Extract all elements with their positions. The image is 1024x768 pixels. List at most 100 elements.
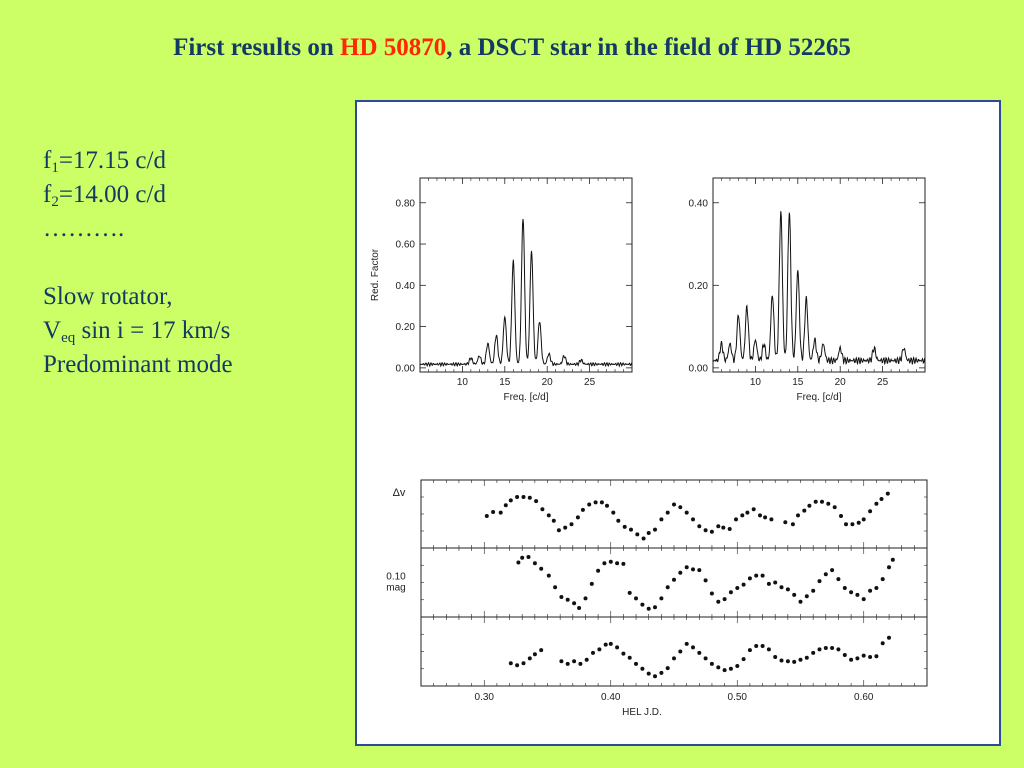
lightcurve-3-point: [855, 656, 860, 661]
lightcurve-1-point: [763, 515, 768, 520]
lightcurve-2-point: [596, 568, 601, 573]
lightcurve-1-point: [646, 531, 651, 535]
lightcurve-2-point: [583, 596, 588, 601]
lightcurve-1-point: [521, 495, 526, 499]
lightcurve-2-point: [766, 581, 771, 586]
lightcurve-2-point: [516, 560, 521, 565]
spectrum-right-ytick-label: 0.40: [689, 198, 709, 209]
lightcurve-3-point: [874, 654, 879, 659]
lightcurve-3-point: [603, 642, 608, 647]
lightcurve-3-point: [578, 661, 583, 666]
lightcurve-2-point: [887, 565, 891, 570]
lightcurve-3-point: [823, 646, 828, 650]
lightcurve-1-point: [796, 513, 800, 518]
lightcurve-2-point: [735, 586, 740, 590]
lightcurve-3-point: [684, 641, 689, 646]
lightcurve-2-point: [836, 577, 841, 582]
lightcurve-1-point: [769, 517, 774, 522]
lightcurve-1-frame: [420, 479, 928, 549]
lightcurve-2-point: [754, 573, 759, 578]
lightcurve-1-point: [727, 527, 732, 531]
lightcurve-2-point: [741, 582, 746, 587]
lightcurve-2-point: [627, 590, 632, 595]
lightcurve-1-point: [697, 524, 702, 529]
lightcurve-3-point: [849, 657, 854, 662]
lightcurve-1-point: [503, 503, 508, 508]
lightcurve-3-point: [817, 647, 822, 652]
lightcurve-1-point: [484, 514, 489, 518]
spectrum-left-ytick-label: 0.20: [396, 322, 416, 333]
lightcurve-2-ylabel-unit: mag: [386, 583, 405, 594]
lightcurve-1-point: [599, 500, 604, 505]
frequency-2: f2=14.00 c/d: [43, 178, 233, 212]
lightcurve-2-point: [577, 606, 582, 610]
lightcurve-2-point: [532, 561, 537, 566]
spectrum-left-ylabel: Red. Factor: [370, 248, 381, 301]
lightcurve-1-point: [874, 501, 879, 506]
lightcurve-3-point: [539, 648, 544, 653]
lightcurve-2-point: [520, 555, 525, 560]
lightcurve-3-point: [741, 657, 746, 662]
lightcurve-2-point: [849, 590, 854, 595]
lightcurve-2-point: [830, 568, 835, 573]
lightcurve-1-point: [563, 525, 568, 530]
lightcurve-3-point: [659, 670, 664, 675]
lightcurve-3-point: [653, 674, 657, 679]
lightcurve-3-point: [672, 656, 676, 661]
lightcurve-1-point: [515, 495, 520, 499]
lightcurve-2-ylabel: 0.10: [386, 572, 406, 583]
lightcurve-1-point: [659, 517, 664, 522]
lightcurve-3-point: [830, 646, 835, 650]
lightcurve-3-point: [861, 653, 866, 658]
spectrum-left-ytick-label: 0.60: [396, 240, 416, 251]
lightcurve-3-point: [747, 648, 752, 653]
lightcurve-1-point: [546, 513, 551, 518]
spectrum-left-xlabel: Freq. [c/d]: [503, 392, 548, 403]
f1-value: =17.15 c/d: [58, 147, 166, 174]
lightcurve-3-point: [532, 652, 537, 657]
lightcurve-1-point: [684, 510, 689, 515]
lightcurve-2-point: [842, 586, 847, 590]
title-highlight: HD 50870: [340, 34, 447, 61]
f1-base: f: [43, 147, 52, 174]
lightcurve-2-point: [697, 568, 702, 573]
figure-svg: 10 15 20 25 0.00 0.20 0.40 0.60 0.80 Red. Factor F…: [370, 177, 928, 718]
lightcurve-2-point: [855, 592, 860, 597]
lightcurve-3-point: [887, 635, 891, 640]
lightcurve-1-point: [802, 508, 807, 513]
lightcurve-3-point: [559, 659, 564, 664]
lightcurve-3-point: [728, 666, 733, 671]
lightcurve-2-point: [773, 580, 778, 585]
lightcurve-2-point: [760, 573, 765, 578]
lightcurve-2-point: [779, 585, 784, 590]
spectrum-right-xtick-label: 10: [750, 377, 762, 388]
lightcurve-3-point: [792, 659, 797, 664]
lightcurve-1-point: [540, 507, 545, 512]
lightcurve-2-point: [722, 597, 727, 602]
lightcurve-3-point: [608, 641, 613, 646]
lightcurve-1-point: [575, 515, 580, 520]
lightcurve-2-point: [890, 557, 895, 562]
spectrum-left-frame: [419, 177, 633, 373]
lightcurve-1-point: [813, 499, 818, 504]
lightcurve-2-point: [615, 561, 620, 566]
lightcurve-3-point: [880, 641, 885, 646]
lightcurve-1-point: [672, 502, 676, 507]
lightcurve-3-point: [627, 655, 632, 660]
lightcurve-1-point: [653, 527, 657, 532]
slide-title: First results on HD 50870, a DSCT star i…: [0, 34, 1024, 62]
lightcurve-2-point: [640, 602, 645, 607]
lightcurve-1-point: [534, 499, 539, 504]
frequency-1: f1=17.15 c/d: [43, 144, 233, 178]
lightcurve-1-point: [587, 502, 592, 507]
lightcurve-3-point: [722, 668, 727, 673]
spectrum-right-ytick-label: 0.00: [689, 363, 709, 374]
lightcurve-1-point: [868, 509, 873, 514]
lightcurve-2-point: [621, 561, 626, 566]
lightcurve-2-point: [672, 577, 676, 582]
spectrum-left-ytick-label: 0.40: [396, 281, 416, 292]
lightcurve-xlabel: HEL J.D.: [622, 707, 662, 718]
lightcurve-2-point: [874, 586, 879, 590]
lightcurve-1-point: [556, 528, 561, 533]
lightcurve-2-point: [546, 573, 551, 578]
